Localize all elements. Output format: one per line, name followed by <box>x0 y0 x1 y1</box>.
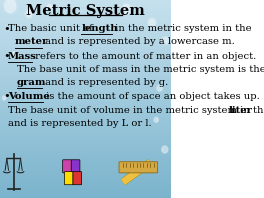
Circle shape <box>162 37 169 45</box>
Text: The base unit of mass in the metric system is the: The base unit of mass in the metric syst… <box>17 65 264 74</box>
Text: •: • <box>3 51 10 61</box>
Text: in the metric system in the: in the metric system in the <box>112 24 251 33</box>
Circle shape <box>25 10 33 18</box>
Text: and is represented by L or l.: and is represented by L or l. <box>8 119 151 128</box>
Text: length: length <box>81 24 118 33</box>
Circle shape <box>162 146 168 153</box>
Text: Metric System: Metric System <box>26 4 145 18</box>
Text: •: • <box>3 24 10 34</box>
Text: gram: gram <box>17 78 46 87</box>
Circle shape <box>47 4 52 10</box>
FancyBboxPatch shape <box>119 162 158 173</box>
Text: and is represented by g.: and is represented by g. <box>42 78 168 87</box>
Circle shape <box>157 85 162 91</box>
FancyBboxPatch shape <box>63 160 71 173</box>
Circle shape <box>11 52 16 57</box>
Circle shape <box>2 96 6 100</box>
Text: The base unit of volume in the metric system in the: The base unit of volume in the metric sy… <box>8 106 264 115</box>
FancyBboxPatch shape <box>64 172 73 185</box>
Text: meter: meter <box>15 37 48 47</box>
Text: is the amount of space an object takes up.: is the amount of space an object takes u… <box>43 92 259 101</box>
Circle shape <box>4 0 17 13</box>
FancyBboxPatch shape <box>71 160 80 173</box>
Text: liter: liter <box>229 106 253 115</box>
Text: •: • <box>3 91 10 101</box>
Text: and is represented by a lowercase m.: and is represented by a lowercase m. <box>42 37 235 47</box>
Circle shape <box>148 18 156 28</box>
Text: Volume: Volume <box>8 92 49 101</box>
Circle shape <box>154 117 158 122</box>
Text: The basic unit of: The basic unit of <box>8 24 96 33</box>
FancyBboxPatch shape <box>73 172 82 185</box>
Circle shape <box>122 3 131 14</box>
Text: refers to the amount of matter in an object.: refers to the amount of matter in an obj… <box>32 52 256 61</box>
Text: Mass: Mass <box>8 52 36 61</box>
